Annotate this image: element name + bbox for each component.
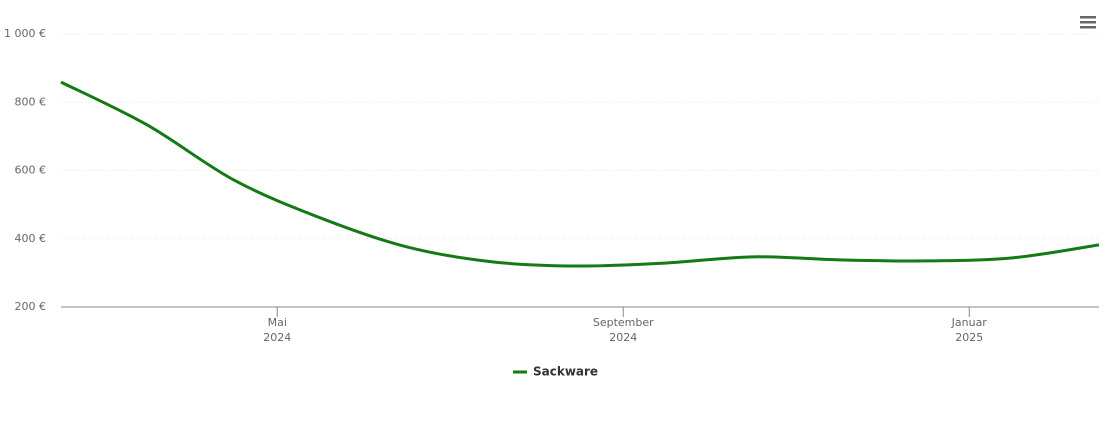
y-tick-label: 400 € (15, 232, 47, 245)
y-tick-label: 200 € (15, 300, 47, 313)
y-tick-label: 1 000 € (4, 27, 46, 40)
y-tick-label: 600 € (15, 164, 47, 177)
legend-item[interactable]: Sackware (513, 365, 598, 379)
x-tick-label: September (593, 316, 654, 329)
menu-bar (1080, 26, 1096, 29)
legend-label: Sackware (533, 365, 598, 379)
menu-button[interactable] (1080, 16, 1096, 29)
line-series (60, 80, 1100, 268)
menu-bar (1080, 16, 1096, 19)
x-tick-label: Januar (951, 316, 988, 329)
x-tick-label: 2025 (955, 331, 983, 344)
y-tick-label: 800 € (15, 95, 47, 108)
x-tick-label: Mai (268, 316, 287, 329)
x-tick-label: 2024 (263, 331, 291, 344)
x-tick-label: 2024 (609, 331, 637, 344)
menu-bar (1080, 21, 1096, 24)
